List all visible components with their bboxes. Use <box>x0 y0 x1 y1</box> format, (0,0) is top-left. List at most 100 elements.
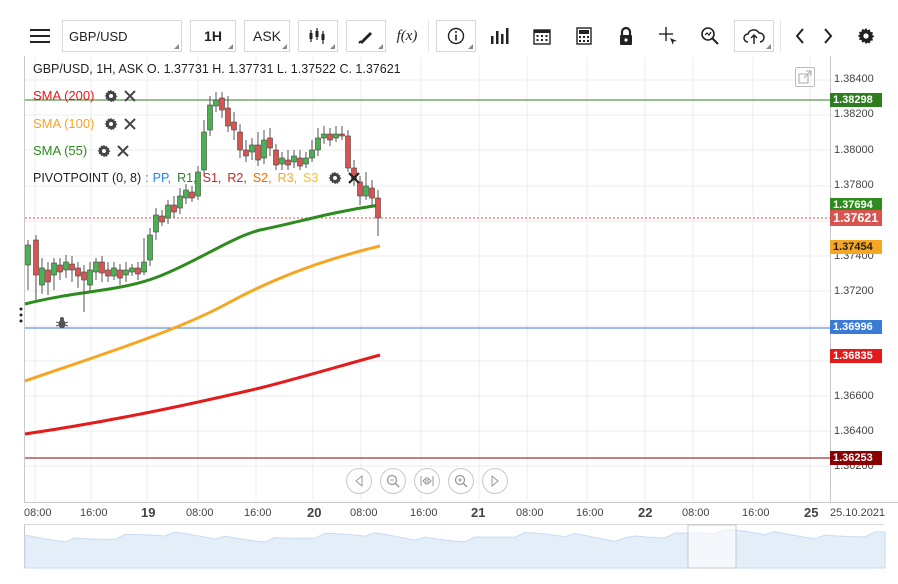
reset-icon <box>420 476 434 486</box>
price-type-selector[interactable]: ASK <box>244 20 290 52</box>
time-label-day: 19 <box>141 505 156 520</box>
time-label-hour: 08:00 <box>516 507 544 519</box>
symbol-selector[interactable]: GBP/USD <box>62 20 182 52</box>
gear-icon <box>857 28 875 44</box>
fx-icon: f(x) <box>396 27 418 44</box>
pivot-item-s3: S3 <box>303 171 319 185</box>
sma55-label: SMA (55) <box>33 143 88 158</box>
toolbar-divider <box>780 20 781 52</box>
sma200-legend: SMA (200) <box>33 88 137 103</box>
cloud-save-button[interactable] <box>734 20 774 52</box>
navigator-strip[interactable] <box>24 524 884 568</box>
zoom-button[interactable] <box>692 20 728 52</box>
drag-handle[interactable] <box>19 306 23 324</box>
pivot-item-s1: S1, <box>202 171 222 185</box>
pivot-item-r2: R2, <box>227 171 247 185</box>
time-axis[interactable] <box>24 502 898 524</box>
chart-navigation <box>346 468 508 494</box>
volume-button[interactable] <box>482 20 518 52</box>
price-tag-last: 1.37621 <box>830 210 882 226</box>
chevron-left-icon <box>795 28 804 44</box>
chart-type-button[interactable] <box>298 20 338 52</box>
time-label-hour: 16:00 <box>80 507 108 519</box>
price-tag-value: 1.38298 <box>833 94 873 106</box>
price-tick: 1.36600 <box>834 390 874 402</box>
price-tick: 1.38200 <box>834 108 874 120</box>
draw-icon <box>358 32 372 44</box>
ohlc-text: GBP/USD, 1H, ASK O. 1.37731 H. 1.37731 L… <box>33 62 401 76</box>
lock-button[interactable] <box>608 20 644 52</box>
price-tag-pp: 1.36996 <box>830 320 882 334</box>
price-tick: 1.37800 <box>834 179 874 191</box>
time-label-hour: 16:00 <box>576 507 604 519</box>
dropdown-corner-icon <box>282 44 287 49</box>
price-tag-sma200: 1.36835 <box>830 349 882 363</box>
sma100-legend: SMA (100) <box>33 116 137 131</box>
price-axis[interactable] <box>830 56 898 502</box>
triangle-left-icon <box>355 475 363 487</box>
price-tick: 1.38400 <box>834 73 874 85</box>
indicators-button[interactable]: f(x) <box>390 20 424 52</box>
zoom-out-button[interactable] <box>380 468 406 494</box>
ohlc-legend: GBP/USD, 1H, ASK O. 1.37731 H. 1.37731 L… <box>33 62 401 76</box>
pivot-legend: PIVOTPOINT (0, 8) : PP, R1, S1, R2, S2, R3, S3 <box>33 171 361 185</box>
price-tag-r-level: 1.38298 <box>830 93 882 107</box>
chevron-right-icon <box>824 28 833 44</box>
pivot-item-r3: R3, <box>277 171 298 185</box>
triangle-right-icon <box>491 475 499 487</box>
gear-icon[interactable] <box>97 144 111 158</box>
calendar-icon <box>533 29 551 45</box>
gear-icon[interactable] <box>328 171 342 185</box>
menu-button[interactable] <box>22 20 58 52</box>
dropdown-corner-icon <box>330 44 335 49</box>
gear-icon[interactable] <box>104 89 118 103</box>
next-button[interactable] <box>814 20 842 52</box>
bug-marker[interactable] <box>55 316 69 335</box>
dropdown-corner-icon <box>468 44 473 49</box>
price-tag-value: 1.37694 <box>833 199 873 211</box>
interval-label: 1H <box>204 28 222 44</box>
sma55-legend: SMA (55) <box>33 143 129 158</box>
expand-icon <box>798 70 812 84</box>
expand-button[interactable] <box>795 67 815 87</box>
price-tag-s-level: 1.36253 <box>830 451 882 465</box>
interval-selector[interactable]: 1H <box>190 20 236 52</box>
settings-button[interactable] <box>852 20 880 52</box>
zoom-in-icon <box>454 474 468 488</box>
time-label-day: 20 <box>307 505 322 520</box>
candles-icon <box>309 28 325 44</box>
time-label-hour: 16:00 <box>410 507 438 519</box>
time-label-day: 22 <box>638 505 653 520</box>
close-icon[interactable] <box>348 172 361 184</box>
toolbar: GBP/USD 1H ASK f(x) <box>18 16 884 56</box>
gear-icon[interactable] <box>104 117 118 131</box>
draw-tool-button[interactable] <box>346 20 386 52</box>
pivot-label: PIVOTPOINT (0, 8) <box>33 171 142 185</box>
close-icon[interactable] <box>124 89 137 102</box>
pivot-items: PP, R1, S1, R2, S2, R3, S3 <box>153 171 319 185</box>
prev-button[interactable] <box>786 20 814 52</box>
time-label-hour: 16:00 <box>742 507 770 519</box>
time-label-hour: 25.10.2021 <box>830 507 886 519</box>
zoom-in-button[interactable] <box>448 468 474 494</box>
time-label-day: 25 <box>804 505 819 520</box>
crosshair-button[interactable] <box>650 20 686 52</box>
zoom-icon <box>701 27 719 45</box>
reset-view-button[interactable] <box>414 468 440 494</box>
scroll-right-button[interactable] <box>482 468 508 494</box>
calculator-button[interactable] <box>566 20 602 52</box>
price-tag-value: 1.36253 <box>833 452 873 464</box>
menu-icon <box>30 29 50 43</box>
info-button[interactable] <box>436 20 476 52</box>
calendar-button[interactable] <box>524 20 560 52</box>
close-icon[interactable] <box>124 117 137 130</box>
dots-vertical-icon <box>19 307 23 323</box>
price-tick: 1.37200 <box>834 285 874 297</box>
close-icon[interactable] <box>117 144 129 157</box>
scroll-left-button[interactable] <box>346 468 372 494</box>
sma100-label: SMA (100) <box>33 116 95 131</box>
pivot-separator: : <box>145 171 149 185</box>
price-tag-sma100: 1.37454 <box>830 240 882 254</box>
chart-plot-area[interactable] <box>24 56 830 502</box>
